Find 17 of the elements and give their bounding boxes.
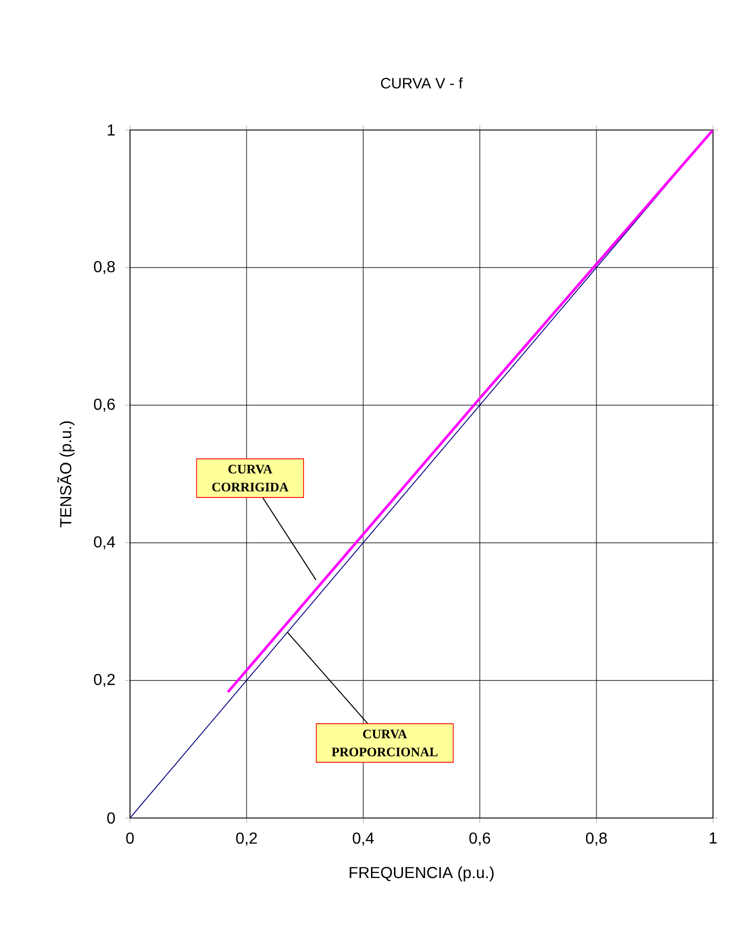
x-tick-label: 0,6 <box>469 832 490 846</box>
x-tick-label: 0,8 <box>586 832 607 846</box>
x-tick-label: 0,2 <box>236 832 257 846</box>
x-tick-label: 1 <box>710 832 717 844</box>
chart-title: CURVA V - f <box>381 78 463 88</box>
x-axis-title: FREQUENCIA (p.u.) <box>350 866 494 882</box>
y-tick-label: 0,8 <box>94 261 115 274</box>
y-tick-label: 0,6 <box>94 398 115 412</box>
annotation: CURVA CORRIGIDA <box>212 464 288 492</box>
y-tick-label: 0,4 <box>94 536 116 550</box>
x-tick-label: 0,4 <box>352 832 374 846</box>
y-tick-label: 1 <box>108 124 115 136</box>
x-tick-label: 0 <box>126 832 134 844</box>
y-tick-label: 0,2 <box>94 674 115 687</box>
y-axis-title: TENSÃO (p.u.) <box>57 421 75 528</box>
annotation: CURVA PROPORCIONAL <box>332 730 438 756</box>
y-tick-label: 0 <box>107 812 115 824</box>
